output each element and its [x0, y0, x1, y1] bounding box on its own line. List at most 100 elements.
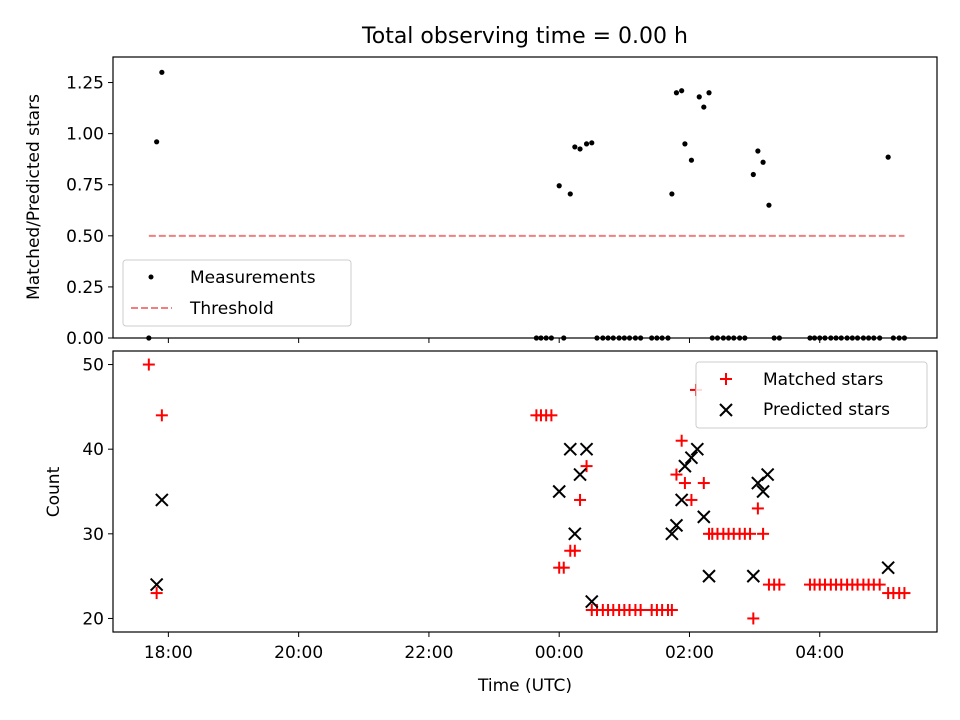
measurement-point: [755, 148, 761, 154]
ratio-legend-box: [122, 259, 352, 327]
measurement-point: [154, 139, 160, 145]
matched-stars-point: [142, 358, 155, 371]
legend-measurements-marker: [148, 274, 154, 280]
y-tick-label: 30: [82, 525, 104, 545]
matched-stars-point: [150, 587, 163, 600]
ratio-panel: Total observing time = 0.00 h 0.00 0.25 0.…: [24, 24, 938, 349]
matched-stars-point: [751, 502, 764, 515]
count-legend-box: [695, 361, 928, 429]
x-tick-label: 04:00: [795, 643, 844, 663]
predicted-stars-point: [702, 569, 716, 583]
count-marks: [142, 358, 911, 625]
matched-stars-point: [675, 434, 688, 447]
measurement-point: [682, 141, 688, 147]
predicted-stars-point: [563, 442, 577, 456]
y-tick-label: 40: [82, 440, 104, 460]
x-tick-label: 02:00: [665, 643, 714, 663]
matched-stars-point: [545, 409, 558, 422]
x-tick-label: 20:00: [274, 643, 323, 663]
predicted-stars-point: [760, 467, 775, 482]
y-tick-label: 0.25: [66, 278, 104, 298]
y-tick-label: 0.00: [66, 329, 104, 349]
predicted-stars-point: [149, 577, 164, 592]
matched-stars-point: [898, 587, 911, 600]
measurement-point: [766, 202, 772, 208]
matched-stars-point: [670, 468, 683, 481]
measurement-point: [701, 104, 707, 110]
matched-stars-point: [580, 460, 593, 473]
measurement-point: [696, 94, 702, 100]
ratio-legend: Measurements Threshold: [122, 259, 352, 327]
chart-title: Total observing time = 0.00 h: [361, 24, 688, 49]
predicted-stars-point: [674, 493, 689, 507]
predicted-stars-point: [579, 442, 594, 456]
x-tick-label: 00:00: [535, 643, 584, 663]
legend-measurements-label: Measurements: [190, 268, 316, 288]
predicted-stars-point: [756, 484, 770, 499]
matched-stars-point: [557, 561, 570, 574]
y-tick-label: 0.75: [66, 176, 104, 196]
legend-predicted-label: Predicted stars: [763, 400, 890, 420]
count-x-ticks: 18:00 20:00 22:00 00:00 02:00 04:00: [144, 632, 844, 663]
measurement-point: [577, 146, 583, 152]
count-y-axis-label: Count: [44, 466, 64, 517]
measurement-point: [589, 140, 595, 146]
measurement-point: [679, 88, 685, 94]
predicted-stars-point: [155, 493, 169, 507]
x-tick-label: 22:00: [404, 643, 453, 663]
y-tick-label: 50: [82, 356, 104, 376]
predicted-stars-point: [678, 459, 692, 473]
matched-stars-point: [773, 578, 786, 591]
ratio-x-ticks: [167, 338, 821, 343]
predicted-stars-point: [746, 569, 761, 583]
legend-matched-marker: [720, 373, 732, 385]
measurement-point: [583, 141, 590, 147]
y-tick-label: 0.50: [66, 227, 104, 247]
matched-stars-point: [757, 527, 770, 540]
matched-stars-point: [685, 493, 698, 506]
matched-stars-point: [873, 578, 886, 591]
matched-stars-point: [697, 477, 710, 490]
x-tick-label: 18:00: [144, 643, 193, 663]
count-legend: Matched stars Predicted stars: [695, 361, 928, 429]
ratio-y-ticks: 0.00 0.25 0.50 0.75 1.00 1.25: [66, 74, 113, 349]
measurement-point: [706, 90, 712, 96]
measurement-point: [556, 183, 562, 189]
predicted-stars-point: [552, 484, 566, 499]
count-y-ticks: 20 30 40 50: [82, 356, 113, 629]
measurement-point: [750, 171, 756, 178]
predicted-stars-point: [585, 594, 599, 609]
predicted-stars-point: [669, 518, 684, 533]
measurement-point: [572, 144, 578, 150]
matched-stars-point: [155, 409, 168, 422]
measurement-point: [885, 154, 891, 160]
predicted-stars-point: [697, 510, 711, 524]
matched-stars-point: [568, 544, 581, 557]
measurement-point: [673, 90, 680, 96]
predicted-stars-point: [684, 450, 699, 465]
x-axis-label: Time (UTC): [477, 676, 572, 696]
y-tick-label: 20: [82, 609, 104, 629]
matched-stars-point: [574, 493, 587, 506]
predicted-stars-point: [568, 527, 582, 541]
y-tick-label: 1.25: [66, 74, 104, 94]
legend-threshold-label: Threshold: [189, 299, 274, 319]
ratio-y-axis-label: Matched/Predicted stars: [24, 94, 44, 300]
predicted-stars-point: [573, 467, 587, 482]
predicted-stars-point: [690, 442, 704, 456]
measurement-point: [688, 157, 695, 163]
matched-stars-point: [665, 603, 678, 616]
ratio-axes-frame: [112, 56, 938, 339]
measurement-point: [669, 191, 675, 197]
matched-stars-point: [744, 527, 757, 540]
legend-predicted-marker: [719, 403, 733, 417]
matched-stars-point: [747, 612, 760, 625]
count-axes-frame: [112, 350, 938, 633]
predicted-stars-point: [881, 560, 895, 575]
predicted-stars-point: [665, 527, 679, 541]
matched-stars-point: [634, 603, 647, 616]
measurement-point: [159, 69, 165, 75]
